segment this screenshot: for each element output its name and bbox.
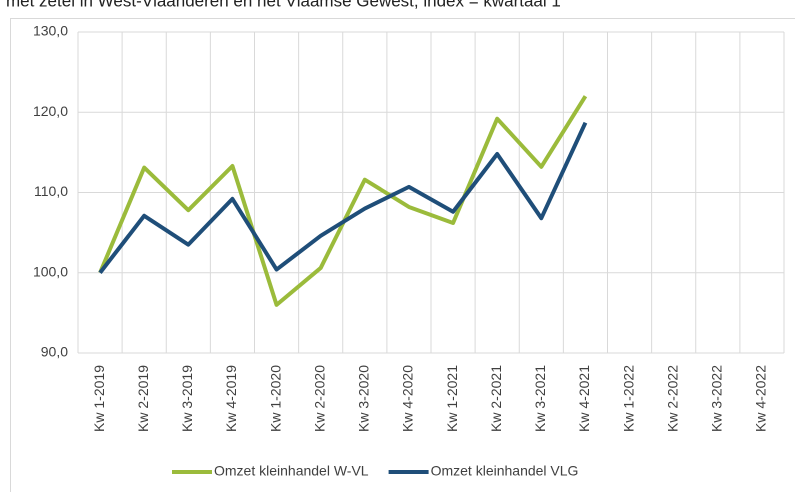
y-tick-label: 120,0 <box>33 103 68 119</box>
x-tick-label: Kw 3-2020 <box>356 365 372 432</box>
legend-label: Omzet kleinhandel VLG <box>431 463 579 479</box>
x-tick-label: Kw 4-2019 <box>223 365 239 432</box>
y-tick-label: 90,0 <box>41 344 68 360</box>
x-tick-label: Kw 4-2020 <box>400 365 416 432</box>
x-tick-label: Kw 2-2019 <box>135 365 151 432</box>
y-tick-label: 110,0 <box>34 183 68 199</box>
x-tick-label: Kw 1-2021 <box>444 365 460 432</box>
x-tick-label: Kw 2-2022 <box>664 365 680 432</box>
chart-title: met zetel in West-Vlaanderen en het Vlaa… <box>6 0 561 10</box>
y-tick-label: 130,0 <box>33 23 68 39</box>
x-tick-label: Kw 2-2020 <box>311 365 327 432</box>
x-tick-label: Kw 4-2022 <box>753 365 769 432</box>
x-tick-label: Kw 1-2020 <box>267 365 283 432</box>
legend-label: Omzet kleinhandel W-VL <box>214 463 369 479</box>
chart-border <box>10 18 795 492</box>
y-tick-label: 100,0 <box>33 263 68 279</box>
x-tick-label: Kw 1-2022 <box>620 365 636 432</box>
x-tick-label: Kw 2-2021 <box>488 365 504 432</box>
x-tick-label: Kw 4-2021 <box>576 365 592 432</box>
x-tick-label: Kw 3-2022 <box>709 365 725 432</box>
series-line <box>98 121 588 274</box>
x-tick-label: Kw 3-2019 <box>179 365 195 432</box>
x-tick-label: Kw 1-2019 <box>91 365 107 432</box>
x-tick-label: Kw 3-2021 <box>532 365 548 432</box>
